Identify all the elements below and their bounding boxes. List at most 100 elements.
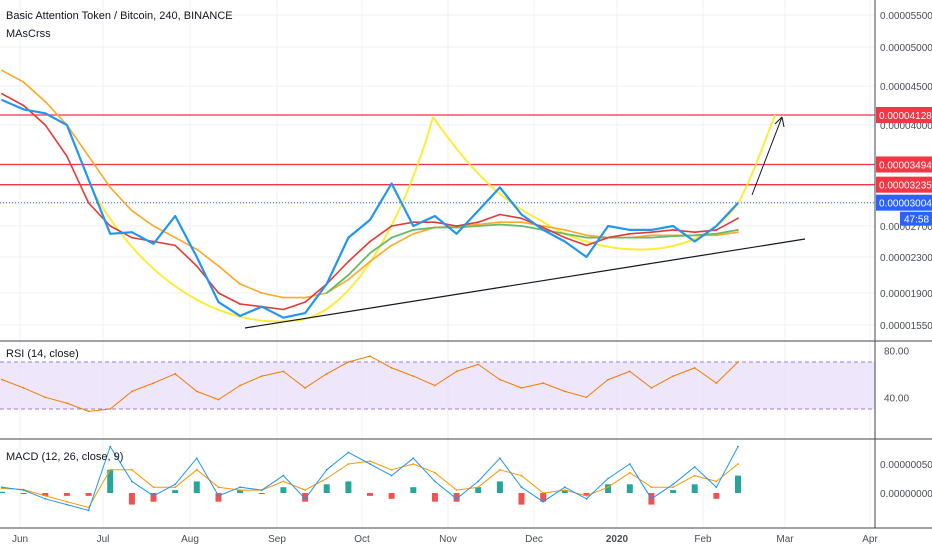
macd-line-point <box>282 474 285 477</box>
macd-line-point <box>650 497 653 500</box>
ma-fast-line-point <box>693 231 696 234</box>
macd-signal-line-point <box>347 463 350 465</box>
macd-hist-bar <box>128 493 135 505</box>
macd-hist-bar <box>63 493 70 496</box>
rsi-line-point <box>715 382 718 384</box>
trend-line <box>244 238 806 329</box>
time-axis[interactable]: Jun Jul Aug Sep Oct Nov Dec 2020 Feb Mar Apr <box>12 534 879 545</box>
level-tag-label: 0.00003494 <box>879 160 932 171</box>
price-line-point <box>477 209 480 212</box>
rsi-line-point <box>239 384 242 387</box>
macd-signal-line-point <box>109 468 112 471</box>
rsi-tick-label: 80.00 <box>884 346 909 357</box>
price-line-point <box>347 236 350 239</box>
ma-long-line-point <box>520 225 523 227</box>
macd-signal-line-point <box>585 495 588 497</box>
price-line-point <box>607 225 609 227</box>
rsi-line-point <box>499 378 501 381</box>
ma-slow-line-point <box>152 225 155 227</box>
macd-hist-bar <box>258 493 265 494</box>
rsi-line-point <box>455 370 458 373</box>
ma-long-line-point <box>650 236 653 239</box>
rsi-line-point <box>66 402 68 404</box>
rsi-line-point <box>585 396 588 399</box>
price-tick-label: 0.00002300 <box>880 253 932 264</box>
macd-signal-line-point <box>563 489 566 491</box>
price-line-point <box>650 229 653 231</box>
chart-grid <box>0 0 875 528</box>
price-line-point <box>390 182 393 185</box>
level-tag-label: 0.00003235 <box>879 181 932 192</box>
macd-hist-bar <box>518 493 525 505</box>
macd-signal-line-point <box>499 468 501 471</box>
macd-hist-bar <box>453 493 460 502</box>
macd-pane[interactable] <box>0 445 741 512</box>
price-tick-label: 0.00005500 <box>880 11 932 22</box>
macd-signal-line-point <box>195 468 198 471</box>
countdown-label: 47:58 <box>904 215 929 226</box>
price-pane[interactable] <box>0 69 875 329</box>
rsi-axis[interactable]: 80.00 40.00 <box>884 346 909 404</box>
price-line <box>1 98 739 319</box>
last-price-label: 0.00003004 <box>879 199 932 210</box>
ma-long-line-point <box>347 274 350 276</box>
level-tag <box>876 176 932 193</box>
rsi-line-point <box>1 378 3 381</box>
macd-axis[interactable]: 0.00000050 0.00000000 <box>880 460 932 500</box>
macd-line-point <box>174 483 177 486</box>
ma-fast-line-point <box>109 225 112 227</box>
rsi-line-point <box>217 398 220 401</box>
rsi-pane[interactable] <box>0 355 875 413</box>
macd-hist-bar <box>735 475 741 493</box>
macd-signal-line-point <box>520 474 523 477</box>
ma-fast-line-point <box>477 221 480 224</box>
ma-fast-line-point <box>347 260 350 263</box>
macd-hist-bar <box>323 484 330 493</box>
ma-slow-line-point <box>304 296 306 299</box>
rsi-line-point <box>109 408 112 410</box>
ma-slow-line-point <box>499 221 501 224</box>
macd-hist-bar <box>367 493 373 496</box>
rsi-line-point <box>520 387 523 389</box>
ma-long-line-point <box>325 292 328 294</box>
rsi-title: RSI (14, close) <box>6 348 79 360</box>
macd-line-point <box>304 497 306 500</box>
rsi-line-point <box>412 375 415 377</box>
ma-slow-line-point <box>390 244 393 247</box>
ma-long-line-point <box>628 236 631 239</box>
time-tick-label: Oct <box>354 534 370 545</box>
rsi-line-point <box>195 390 198 393</box>
macd-hist-bar <box>150 493 157 502</box>
level-tag-label: 0.00004128 <box>879 111 932 122</box>
macd-signal-line-point <box>304 489 306 491</box>
macd-signal-line-point <box>477 486 480 489</box>
time-tick-label: Apr <box>862 534 878 545</box>
price-line-point <box>542 229 545 231</box>
macd-signal-line-point <box>455 489 458 491</box>
ma-fast-line-point <box>131 236 133 239</box>
macd-line-point <box>520 486 523 489</box>
price-line-point <box>260 305 263 308</box>
macd-line-point <box>109 445 112 448</box>
time-tick-label: 2020 <box>606 534 629 545</box>
macd-hist-bar <box>691 484 698 493</box>
time-tick-label: Dec <box>525 534 543 545</box>
macd-signal-line-point <box>66 500 68 503</box>
macd-hist-bar <box>410 487 417 493</box>
rsi-line-point <box>87 410 90 413</box>
macd-line-point <box>217 495 220 497</box>
ma-long-line-point <box>499 223 501 226</box>
macd-hist-bar <box>215 493 222 502</box>
price-line-point <box>87 178 90 181</box>
price-line-point <box>109 232 112 235</box>
time-tick-label: Mar <box>776 534 794 545</box>
ma-slow-line-point <box>563 229 566 231</box>
macd-hist-bar <box>431 493 438 502</box>
ma-slow-line-point <box>239 283 242 285</box>
ma-fast-line-point <box>715 229 718 231</box>
ma-long-line <box>326 223 739 294</box>
rsi-line-point <box>434 384 436 387</box>
macd-signal-line-point <box>131 468 133 471</box>
macd-hist-bar <box>85 493 92 496</box>
